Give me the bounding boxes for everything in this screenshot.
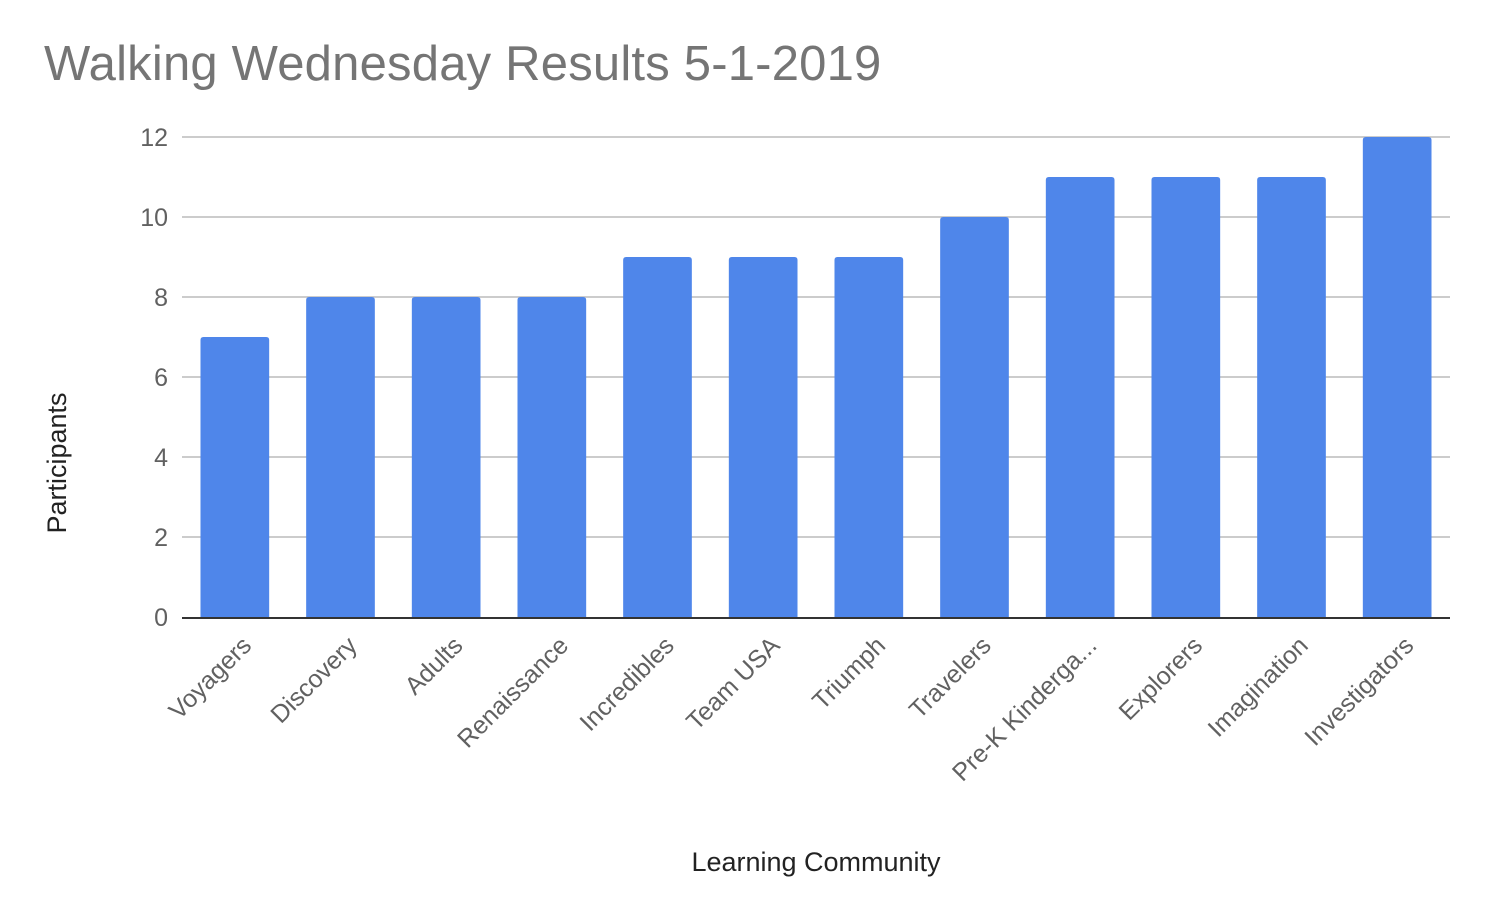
x-tick-label: Renaissance [452, 631, 574, 753]
x-tick-label: Explorers [1114, 631, 1208, 725]
x-tick-label: Imagination [1203, 631, 1314, 742]
y-tick-label: 8 [154, 284, 168, 312]
x-axis-label: Learning Community [691, 847, 941, 877]
x-tick-label: Adults [399, 631, 468, 700]
bar [834, 257, 904, 617]
bar [623, 257, 692, 617]
bars [200, 137, 1432, 617]
y-tick-label: 10 [140, 204, 168, 232]
y-tick-label: 4 [154, 444, 168, 472]
bar [200, 337, 270, 617]
chart-title: Walking Wednesday Results 5-1-2019 [44, 37, 882, 91]
y-axis-label: Participants [42, 392, 72, 533]
x-tick-label: Investigators [1299, 631, 1419, 751]
bar [1362, 137, 1432, 617]
y-axis-ticks: 0 2 4 6 8 10 12 [140, 124, 168, 632]
x-tick-label: Incredibles [574, 631, 679, 736]
bar [517, 297, 587, 617]
y-tick-label: 0 [154, 604, 168, 632]
x-tick-label: Triumph [807, 631, 891, 715]
bar [1257, 177, 1326, 617]
bar [1045, 177, 1115, 617]
bar [306, 297, 375, 617]
y-tick-label: 6 [154, 364, 168, 392]
x-tick-label: Discovery [265, 631, 363, 729]
x-tick-label: Team USA [681, 631, 786, 736]
bar [728, 257, 798, 617]
y-tick-label: 2 [154, 524, 168, 552]
bar [411, 297, 481, 617]
grid-lines [182, 136, 1450, 538]
bar [940, 217, 1009, 617]
x-tick-label: Voyagers [164, 631, 258, 725]
x-tick-label: Travelers [904, 631, 997, 724]
y-tick-label: 12 [140, 124, 168, 152]
bar [1151, 177, 1221, 617]
